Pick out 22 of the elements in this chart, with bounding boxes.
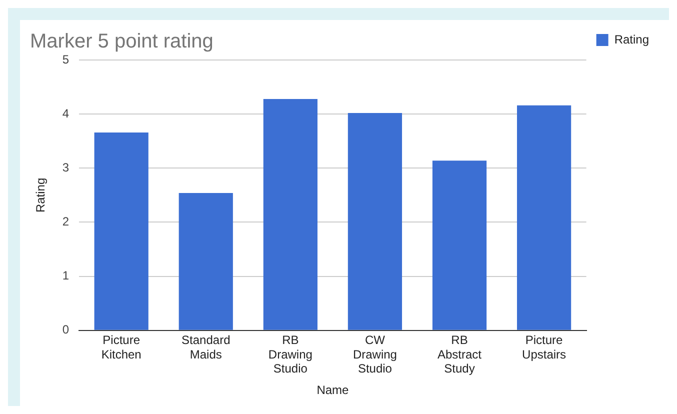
x-tick-label: CW Drawing Studio (352, 332, 397, 376)
y-tick-label: 2 (62, 214, 70, 229)
x-tick-label: Picture Upstairs (522, 332, 566, 362)
y-tick-label: 5 (62, 52, 70, 66)
bar (516, 105, 572, 330)
legend-label: Rating (614, 32, 649, 46)
y-tick-label: 0 (62, 322, 70, 337)
chart-title: Marker 5 point rating (30, 30, 214, 53)
bar (94, 132, 148, 330)
x-tick-label: RB Drawing Studio (268, 332, 312, 376)
y-tick-label: 4 (62, 106, 70, 120)
bar (178, 193, 233, 330)
bar (263, 98, 318, 330)
x-tick-label: RB Abstract Study (437, 332, 482, 376)
y-tick-label: 1 (62, 268, 70, 283)
y-axis-title: Rating (34, 178, 48, 213)
bar (348, 113, 402, 330)
x-tick-label: Standard Maids (182, 332, 230, 362)
x-axis-title: Name (316, 383, 350, 398)
y-tick-label: 3 (62, 160, 70, 174)
bar (432, 160, 487, 330)
x-tick-label: Picture Kitchen (101, 332, 142, 362)
